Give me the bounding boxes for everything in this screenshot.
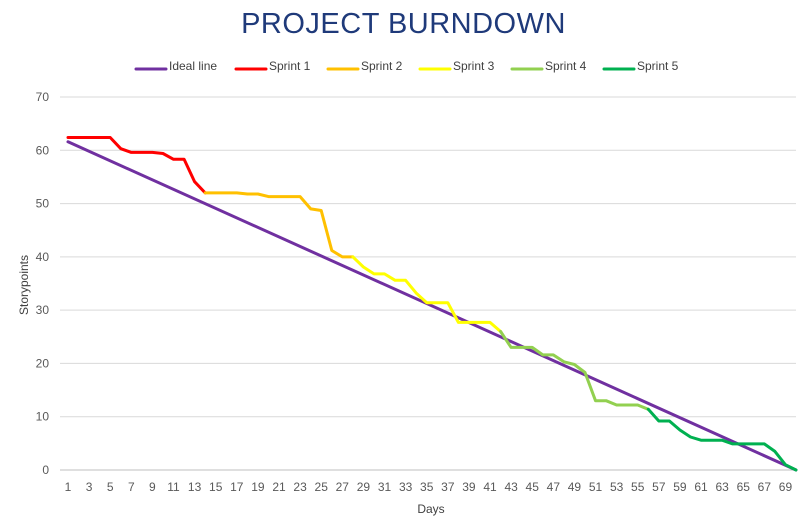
x-tick-label: 55 [631, 480, 645, 494]
series-line-1 [66, 140, 798, 472]
x-tick-label: 37 [441, 480, 455, 494]
x-tick-label: 63 [715, 480, 729, 494]
x-tick-label: 61 [694, 480, 708, 494]
x-tick-label: 5 [107, 480, 114, 494]
x-tick-label: 9 [149, 480, 156, 494]
series-line-3 [203, 191, 355, 259]
x-tick-label: 27 [336, 480, 350, 494]
x-tick-label: 49 [568, 480, 582, 494]
legend-label-6: Sprint 5 [637, 59, 679, 73]
x-tick-label: 39 [462, 480, 476, 494]
legend: Ideal line Sprint 1 Sprint 2 Sprint 3 Sprint… [134, 59, 679, 73]
legend-label-3: Sprint 2 [361, 59, 403, 73]
x-tick-label: 35 [420, 480, 434, 494]
y-tick-label: 30 [36, 303, 50, 317]
x-tick-label: 31 [378, 480, 392, 494]
series-line-6 [646, 407, 798, 472]
x-tick-label: 23 [293, 480, 307, 494]
x-tick-label: 41 [483, 480, 497, 494]
y-tick-label: 60 [36, 143, 50, 157]
y-axis-ticks: 0 10 20 30 40 50 60 70 [36, 90, 50, 477]
legend-label-1: Ideal line [169, 59, 217, 73]
x-tick-label: 47 [547, 480, 561, 494]
x-tick-label: 11 [167, 480, 180, 494]
y-tick-label: 10 [36, 410, 50, 424]
x-tick-label: 53 [610, 480, 624, 494]
x-tick-label: 33 [399, 480, 413, 494]
y-axis-label: Storypoints [17, 255, 31, 315]
y-tick-label: 0 [42, 463, 49, 477]
y-tick-label: 70 [36, 90, 50, 104]
x-tick-label: 7 [128, 480, 135, 494]
x-tick-label: 29 [357, 480, 371, 494]
x-tick-label: 19 [251, 480, 265, 494]
series-lines [66, 136, 798, 472]
x-axis-label: Days [417, 502, 444, 516]
x-axis-ticks: 1 3 5 7 9 11 13 15 17 19 21 23 25 27 29 31 33 35 37 39 41 43 4… [65, 480, 793, 494]
x-tick-label: 1 [65, 480, 72, 494]
series-line-5 [499, 330, 650, 411]
x-tick-label: 25 [315, 480, 329, 494]
x-tick-label: 21 [272, 480, 286, 494]
x-tick-label: 67 [758, 480, 772, 494]
x-tick-label: 13 [188, 480, 202, 494]
y-tick-label: 40 [36, 250, 50, 264]
x-tick-label: 59 [673, 480, 687, 494]
x-tick-label: 69 [779, 480, 793, 494]
grid-lines [60, 96, 796, 471]
legend-label-4: Sprint 3 [453, 59, 495, 73]
legend-label-2: Sprint 1 [269, 59, 311, 73]
x-tick-label: 43 [504, 480, 518, 494]
series-line-4 [351, 255, 503, 333]
x-tick-label: 65 [737, 480, 751, 494]
chart-title: PROJECT BURNDOWN [241, 8, 566, 40]
x-tick-label: 17 [230, 480, 244, 494]
series-line-2 [66, 136, 207, 195]
x-tick-label: 51 [589, 480, 603, 494]
x-tick-label: 57 [652, 480, 666, 494]
x-tick-label: 3 [86, 480, 93, 494]
y-tick-label: 20 [36, 356, 50, 370]
legend-label-5: Sprint 4 [545, 59, 587, 73]
x-tick-label: 45 [526, 480, 540, 494]
x-tick-label: 15 [209, 480, 223, 494]
y-tick-label: 50 [36, 197, 50, 211]
